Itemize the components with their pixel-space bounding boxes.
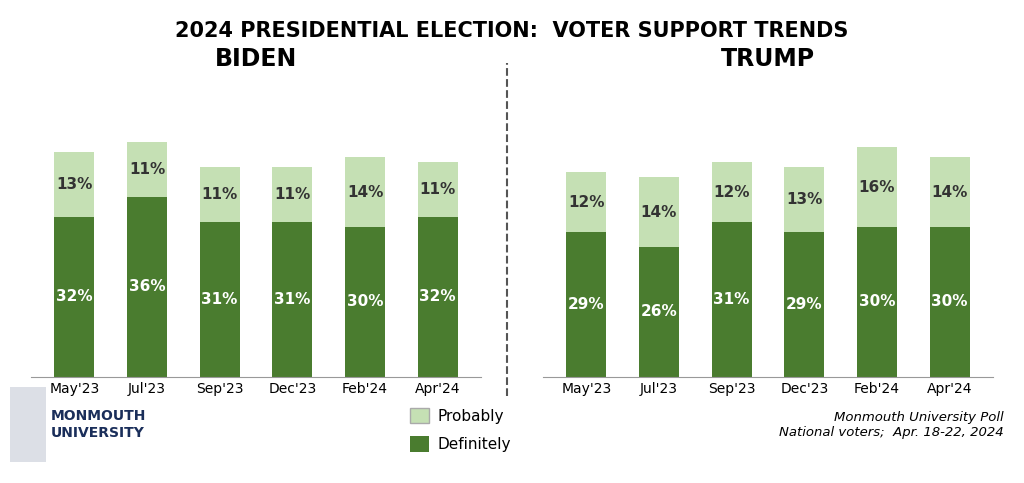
Bar <box>857 227 897 377</box>
Text: 11%: 11% <box>274 187 310 202</box>
Text: 31%: 31% <box>202 292 238 307</box>
Bar <box>54 152 94 217</box>
Bar <box>345 227 385 377</box>
Bar <box>712 222 752 377</box>
Bar <box>127 197 167 377</box>
Bar <box>857 147 897 227</box>
Bar <box>54 217 94 377</box>
Title: BIDEN: BIDEN <box>215 47 297 71</box>
Legend: Probably, Definitely: Probably, Definitely <box>404 402 517 458</box>
Bar <box>127 142 167 197</box>
Bar <box>10 387 46 462</box>
Title: TRUMP: TRUMP <box>721 47 815 71</box>
Text: 11%: 11% <box>202 187 238 202</box>
Bar <box>784 232 824 377</box>
Text: 26%: 26% <box>641 304 677 319</box>
Bar <box>930 227 970 377</box>
Text: 14%: 14% <box>641 204 677 220</box>
Text: MONMOUTH
UNIVERSITY: MONMOUTH UNIVERSITY <box>51 410 146 440</box>
Bar <box>566 232 606 377</box>
Bar <box>566 172 606 232</box>
Bar <box>272 222 312 377</box>
Text: 32%: 32% <box>56 289 92 304</box>
Bar <box>418 162 458 217</box>
Bar <box>418 217 458 377</box>
Text: 14%: 14% <box>932 185 968 199</box>
Text: Monmouth University Poll
National voters;  Apr. 18-22, 2024: Monmouth University Poll National voters… <box>779 411 1004 439</box>
Text: 13%: 13% <box>56 177 92 192</box>
Text: 13%: 13% <box>786 192 822 207</box>
Text: 11%: 11% <box>420 182 456 197</box>
Bar <box>200 222 240 377</box>
Text: 29%: 29% <box>786 297 822 312</box>
Text: 29%: 29% <box>568 297 604 312</box>
Text: 12%: 12% <box>568 195 604 210</box>
Bar <box>930 157 970 227</box>
Text: 30%: 30% <box>347 294 383 310</box>
Text: 12%: 12% <box>714 185 750 199</box>
Text: 36%: 36% <box>129 279 165 295</box>
Text: 30%: 30% <box>932 294 968 310</box>
Text: 32%: 32% <box>420 289 456 304</box>
Text: 30%: 30% <box>859 294 895 310</box>
Bar <box>272 167 312 222</box>
Bar <box>639 247 679 377</box>
Bar <box>345 157 385 227</box>
Text: 31%: 31% <box>714 292 750 307</box>
Text: 11%: 11% <box>129 162 165 177</box>
Bar <box>200 167 240 222</box>
Text: 31%: 31% <box>274 292 310 307</box>
Bar <box>784 167 824 232</box>
Text: 2024 PRESIDENTIAL ELECTION:  VOTER SUPPORT TRENDS: 2024 PRESIDENTIAL ELECTION: VOTER SUPPOR… <box>175 21 849 42</box>
Text: 14%: 14% <box>347 185 383 199</box>
Bar <box>712 162 752 222</box>
Text: 16%: 16% <box>859 180 895 195</box>
Bar <box>639 177 679 247</box>
